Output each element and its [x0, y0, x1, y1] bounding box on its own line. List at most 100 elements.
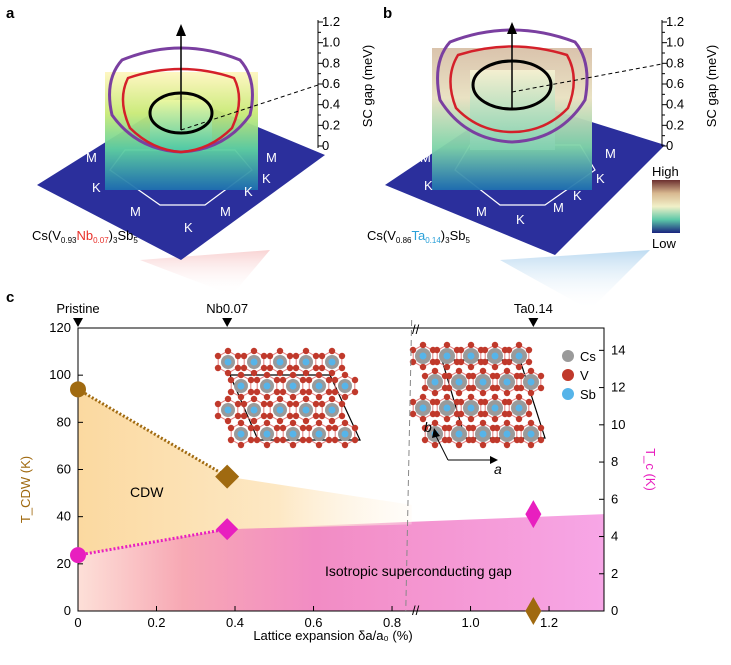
panel-a-shadow — [140, 250, 270, 295]
sb-atom — [527, 430, 535, 438]
sb-atom — [467, 352, 475, 360]
lattice-label-b: b — [424, 419, 432, 435]
v-atom — [445, 384, 453, 392]
panel-a-gap-tick-label: 1.2 — [322, 14, 340, 29]
v-atom — [467, 415, 475, 423]
v-atom — [341, 393, 349, 401]
panel-b-outer-gap-contour — [436, 28, 589, 144]
v-atom — [279, 436, 287, 444]
v-atom — [234, 412, 242, 420]
colorbar-high-label: High — [652, 164, 679, 179]
y-right-tick-label: 12 — [611, 380, 625, 395]
v-atom — [253, 376, 261, 384]
sb-atom — [328, 406, 336, 414]
v-atom — [237, 371, 245, 379]
v-atom — [214, 400, 222, 408]
v-atom — [503, 389, 511, 397]
v-atom — [237, 419, 245, 427]
v-atom — [214, 412, 222, 420]
v-atom — [505, 398, 513, 406]
v-atom — [240, 352, 248, 360]
v-atom — [351, 436, 359, 444]
panel-b-gap-axis-title: SC gap (meV) — [704, 45, 719, 127]
v-atom — [273, 436, 281, 444]
y-left-tick-label: 120 — [49, 320, 71, 335]
v-atom — [263, 419, 271, 427]
sb-atom — [224, 406, 232, 414]
v-atom — [325, 376, 333, 384]
panel-a-dashed-line — [180, 84, 319, 131]
y-right-tick-label: 10 — [611, 417, 625, 432]
v-atom — [431, 389, 439, 397]
sb-atom — [515, 404, 523, 412]
v-atom — [263, 393, 271, 401]
v-atom — [537, 436, 545, 444]
v-atom — [503, 419, 511, 427]
v-atom — [263, 371, 271, 379]
v-atom — [338, 412, 346, 420]
panel-b-bz-label-k: K — [516, 212, 525, 227]
panel-b-bz-label-k: K — [424, 178, 433, 193]
v-atom — [250, 395, 258, 403]
v-atom — [234, 364, 242, 372]
v-atom — [515, 415, 523, 423]
v-atom — [253, 424, 261, 432]
panel-b-gap-tick-label: 1.2 — [666, 14, 684, 29]
v-atom — [351, 376, 359, 384]
v-atom — [341, 419, 349, 427]
v-atom — [305, 424, 313, 432]
sb-atom — [302, 358, 310, 366]
sb-atom — [491, 404, 499, 412]
sb-atom — [419, 352, 427, 360]
panel-a-gap-tick-label: 1.0 — [322, 35, 340, 50]
panel-b-middle-gap-contour — [449, 45, 575, 134]
panel-b-bz-label-k: K — [596, 171, 605, 186]
panel-a-gap-tick-label: 0.4 — [322, 97, 340, 112]
v-atom — [341, 371, 349, 379]
lattice-vector-a-arrow — [490, 456, 498, 464]
v-atom — [260, 352, 268, 360]
y-left-tick-label: 100 — [49, 367, 71, 382]
v-atom — [421, 384, 429, 392]
v-atom — [214, 352, 222, 360]
v-atom — [266, 400, 274, 408]
v-atom — [240, 400, 248, 408]
v-atom — [328, 347, 336, 355]
v-atom — [279, 424, 287, 432]
v-atom — [481, 346, 489, 354]
v-atom — [302, 417, 310, 425]
chart-series — [70, 381, 542, 625]
v-atom — [481, 398, 489, 406]
v-atom — [479, 419, 487, 427]
v-atom — [467, 363, 475, 371]
v-atom — [331, 436, 339, 444]
tc-point-nb — [216, 518, 239, 541]
v-atom — [289, 371, 297, 379]
cdw-region-label: CDW — [130, 484, 164, 500]
v-atom — [527, 389, 535, 397]
v-atom — [315, 419, 323, 427]
v-atom — [493, 372, 501, 380]
sb-atom — [237, 382, 245, 390]
v-atom — [419, 363, 427, 371]
y-right-tick-label: 14 — [611, 342, 625, 357]
cdw-point-ta — [525, 597, 542, 625]
panel-a-gap-axis-title: SC gap (meV) — [360, 45, 375, 127]
v-atom — [292, 352, 300, 360]
v-atom — [227, 376, 235, 384]
sb-atom — [467, 404, 475, 412]
phase-regions — [78, 389, 604, 611]
v-atom — [286, 352, 294, 360]
panel-a: a 1.21.00.80.60.40.20 SC gap (meV) MM MMK… — [6, 5, 375, 295]
sb-atom — [224, 358, 232, 366]
v-atom — [479, 389, 487, 397]
v-atom — [457, 410, 465, 418]
panel-c-label: c — [6, 289, 14, 306]
v-atom — [325, 424, 333, 432]
v-atom — [455, 419, 463, 427]
lattice-vector-b — [435, 435, 449, 461]
v-atom — [409, 358, 417, 366]
panel-b-bz-label-m: M — [476, 204, 487, 219]
v-atom — [445, 436, 453, 444]
